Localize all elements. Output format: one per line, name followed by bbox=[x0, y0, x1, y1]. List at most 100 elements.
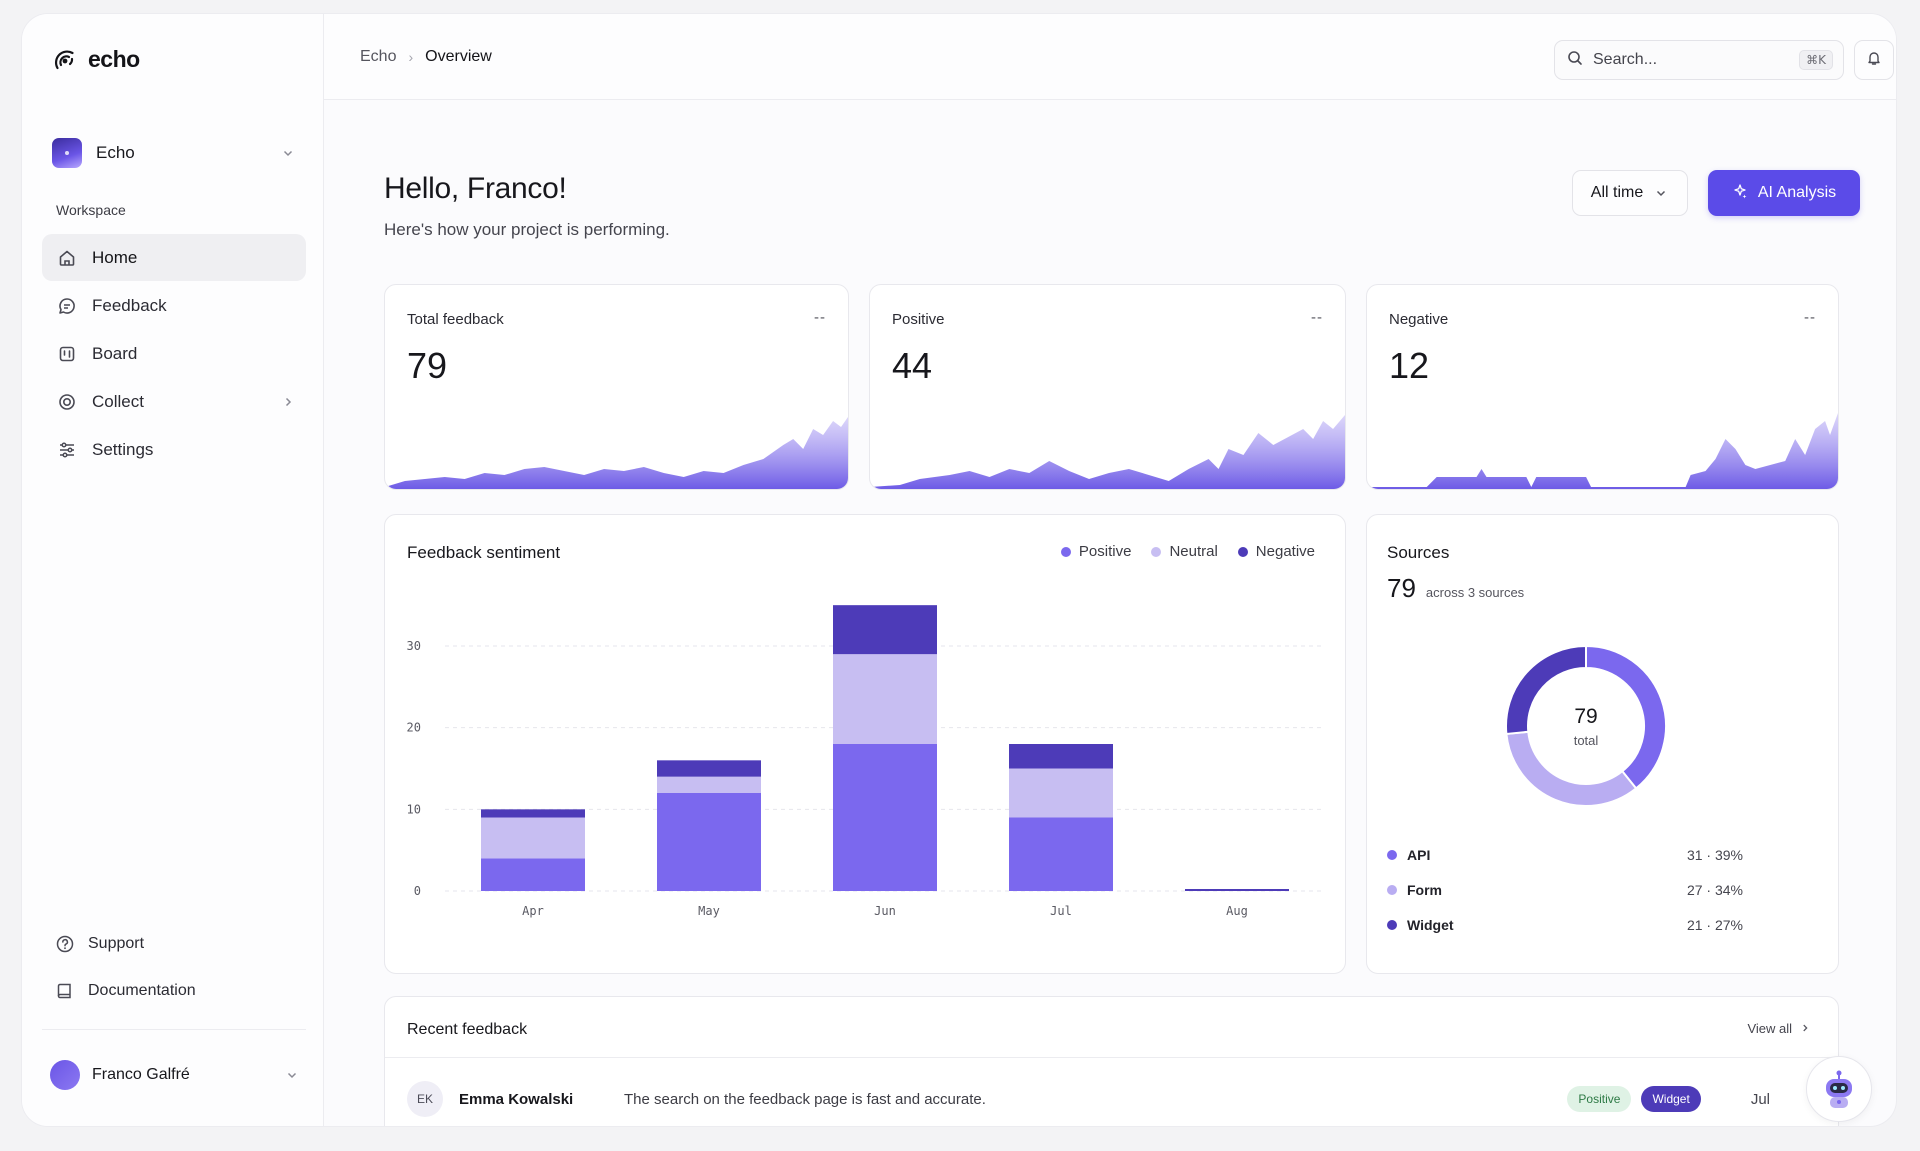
x-tick-label: Jun bbox=[874, 904, 896, 918]
stat-value: 12 bbox=[1389, 345, 1430, 386]
bar-segment-neutral[interactable] bbox=[1009, 768, 1113, 818]
x-tick-label: Aug bbox=[1226, 904, 1248, 918]
donut-label: total bbox=[1573, 732, 1599, 748]
logo[interactable]: echo bbox=[52, 44, 140, 74]
project-switcher[interactable]: Echo bbox=[52, 136, 296, 170]
assistant-button[interactable] bbox=[1806, 1056, 1872, 1122]
source-badge: Widget bbox=[1641, 1086, 1701, 1112]
board-icon bbox=[56, 343, 78, 365]
source-row-api[interactable]: API 31 · 39% bbox=[1387, 837, 1787, 872]
source-row-widget[interactable]: Widget 21 · 27% bbox=[1387, 907, 1787, 942]
y-tick-label: 30 bbox=[407, 639, 421, 653]
source-name: API bbox=[1407, 846, 1431, 863]
recent-feedback-title: Recent feedback bbox=[407, 1021, 528, 1038]
robot-icon bbox=[1826, 1070, 1852, 1108]
sources-subtitle: across 3 sources bbox=[1425, 585, 1525, 600]
chevron-right-icon bbox=[280, 394, 296, 410]
source-name: Form bbox=[1407, 881, 1442, 898]
chart-title: Feedback sentiment bbox=[407, 543, 561, 562]
user-menu[interactable]: Franco Galfré bbox=[50, 1060, 300, 1090]
search-shortcut: ⌘K bbox=[1799, 50, 1833, 70]
feedback-text: The search on the feedback page is fast … bbox=[624, 1090, 986, 1108]
sources-summary: 79 across 3 sources bbox=[1387, 573, 1524, 604]
sidebar-item-settings[interactable]: Settings bbox=[42, 426, 306, 473]
bar-segment-empty[interactable] bbox=[1185, 889, 1289, 891]
sidebar-footer-links: Support Documentation bbox=[54, 920, 304, 1014]
bar-segment-negative[interactable] bbox=[657, 760, 761, 777]
search-input[interactable]: Search... ⌘K bbox=[1554, 40, 1844, 80]
sparkline-total bbox=[385, 417, 848, 489]
bar-segment-positive[interactable] bbox=[481, 858, 585, 891]
source-value: 27 · 34% bbox=[1686, 881, 1743, 898]
echo-logo-icon bbox=[54, 50, 74, 70]
avatar: EK bbox=[407, 1081, 443, 1117]
chevron-right-icon: › bbox=[408, 49, 414, 65]
bar-segment-negative[interactable] bbox=[481, 809, 585, 818]
sources-list: API 31 · 39% Form 27 · 34% Widget 21 · 2… bbox=[1387, 837, 1787, 942]
sidebar-item-collect[interactable]: Collect bbox=[42, 378, 306, 425]
app-window: echo Echo Workspace Home Feedback bbox=[22, 14, 1896, 1126]
breadcrumb-root[interactable]: Echo bbox=[360, 48, 397, 65]
bar-segment-positive[interactable] bbox=[833, 744, 937, 891]
divider bbox=[385, 1057, 1838, 1058]
sidebar-item-label: Feedback bbox=[92, 295, 167, 315]
support-link[interactable]: Support bbox=[54, 920, 304, 967]
time-range-select[interactable]: All time bbox=[1572, 170, 1688, 216]
stat-menu-button[interactable]: -- bbox=[814, 309, 826, 326]
page-subtitle: Here's how your project is performing. bbox=[384, 220, 670, 239]
bar-segment-negative[interactable] bbox=[833, 605, 937, 655]
legend-item-negative[interactable]: Negative bbox=[1237, 543, 1315, 560]
donut-value: 79 bbox=[1574, 704, 1598, 728]
sidebar-item-label: Board bbox=[92, 343, 138, 363]
feedback-author: Emma Kowalski bbox=[459, 1090, 574, 1108]
bar-segment-positive[interactable] bbox=[1009, 817, 1113, 892]
table-row[interactable]: EK Emma Kowalski The search on the feedb… bbox=[407, 1079, 1838, 1119]
view-all-link[interactable]: View all bbox=[1747, 1021, 1810, 1036]
legend-swatch bbox=[1237, 546, 1248, 557]
avatar bbox=[50, 1060, 80, 1090]
documentation-label: Documentation bbox=[88, 981, 196, 999]
sparkline-positive bbox=[870, 415, 1345, 489]
sidebar-item-board[interactable]: Board bbox=[42, 330, 306, 377]
stat-menu-button[interactable]: -- bbox=[1311, 309, 1323, 326]
bar-segment-neutral[interactable] bbox=[481, 817, 585, 859]
sidebar-nav: Home Feedback Board Collect bbox=[42, 234, 306, 474]
bar-segment-neutral[interactable] bbox=[657, 776, 761, 793]
legend-item-positive[interactable]: Positive bbox=[1060, 543, 1131, 560]
source-name: Widget bbox=[1407, 916, 1454, 933]
sliders-icon bbox=[56, 439, 78, 461]
documentation-link[interactable]: Documentation bbox=[54, 967, 304, 1014]
project-avatar bbox=[52, 138, 82, 168]
stat-menu-button[interactable]: -- bbox=[1804, 309, 1816, 326]
donut-center: 79 total bbox=[1505, 645, 1667, 807]
donut-slice-widget[interactable] bbox=[1505, 645, 1587, 736]
sparkline-negative bbox=[1367, 413, 1838, 489]
legend-item-neutral[interactable]: Neutral bbox=[1151, 543, 1218, 560]
time-range-value: All time bbox=[1590, 184, 1644, 201]
legend-label: Negative bbox=[1255, 543, 1315, 560]
sidebar: echo Echo Workspace Home Feedback bbox=[22, 14, 324, 1126]
source-swatch bbox=[1387, 849, 1397, 860]
help-icon bbox=[54, 933, 76, 955]
sidebar-item-feedback[interactable]: Feedback bbox=[42, 282, 306, 329]
project-name: Echo bbox=[96, 143, 135, 162]
stat-title: Positive bbox=[892, 311, 945, 328]
y-tick-label: 20 bbox=[407, 721, 421, 735]
stat-card-positive: Positive -- 44 bbox=[869, 284, 1346, 490]
bar-segment-positive[interactable] bbox=[657, 793, 761, 891]
breadcrumb: Echo › Overview bbox=[360, 48, 492, 66]
source-swatch bbox=[1387, 919, 1397, 930]
source-value: 21 · 27% bbox=[1686, 916, 1743, 933]
source-row-form[interactable]: Form 27 · 34% bbox=[1387, 872, 1787, 907]
sidebar-item-label: Home bbox=[92, 247, 138, 267]
source-value: 31 · 39% bbox=[1686, 846, 1743, 863]
ai-analysis-button[interactable]: AI Analysis bbox=[1708, 170, 1860, 216]
page-title: Hello, Franco! bbox=[384, 172, 567, 205]
sentiment-bar-chart: 0 10 20 30 Apr May Jun Jul Aug bbox=[407, 605, 1325, 918]
sidebar-item-home[interactable]: Home bbox=[42, 234, 306, 281]
bar-segment-neutral[interactable] bbox=[833, 654, 937, 744]
bar-segment-negative[interactable] bbox=[1009, 744, 1113, 769]
main-content: Hello, Franco! Here's how your project i… bbox=[324, 100, 1896, 1126]
notifications-button[interactable] bbox=[1854, 40, 1894, 80]
stat-value: 44 bbox=[892, 345, 933, 386]
